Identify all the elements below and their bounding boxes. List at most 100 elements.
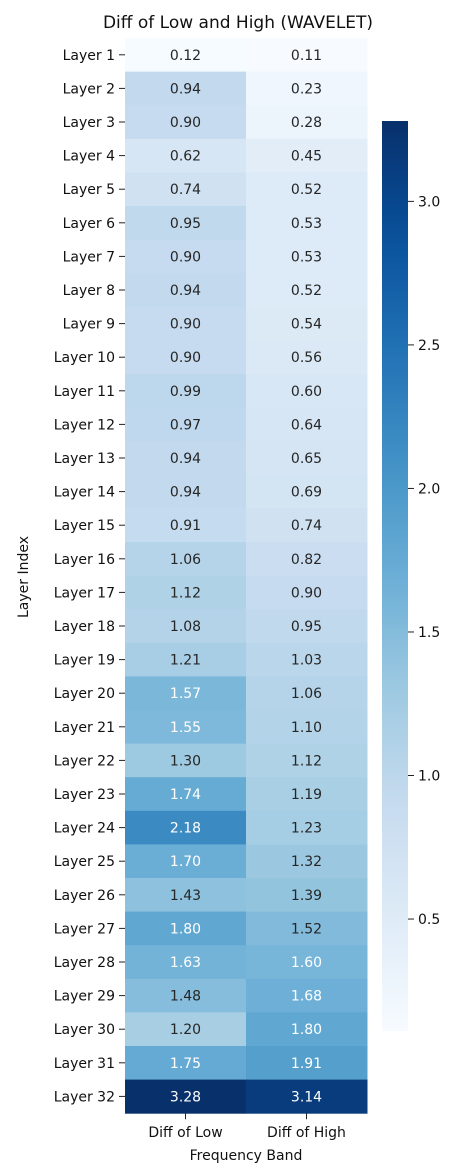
row-tick-label: Layer 17 bbox=[54, 585, 115, 601]
heatmap-cell bbox=[246, 306, 368, 341]
colorbar-tick-label: 1.5 bbox=[418, 625, 440, 641]
heatmap-cell bbox=[246, 609, 368, 644]
row-tick-label: Layer 10 bbox=[54, 350, 115, 366]
y-axis-label: Layer Index bbox=[16, 536, 32, 618]
heatmap-cell bbox=[125, 374, 247, 409]
row-tick-label: Layer 11 bbox=[54, 384, 115, 400]
cell-value-label: 0.62 bbox=[170, 149, 201, 165]
heatmap-cell bbox=[246, 1079, 368, 1114]
heatmap-cell bbox=[246, 1012, 368, 1047]
cell-value-label: 0.52 bbox=[291, 182, 322, 198]
heatmap-cell bbox=[125, 508, 247, 543]
row-tick-label: Layer 9 bbox=[63, 317, 115, 333]
cell-value-label: 0.11 bbox=[291, 48, 322, 64]
cell-value-label: 0.99 bbox=[170, 384, 201, 400]
cell-value-label: 1.52 bbox=[291, 921, 322, 937]
cell-value-label: 1.23 bbox=[291, 821, 322, 837]
x-axis-label: Frequency Band bbox=[190, 1148, 303, 1164]
heatmap-cell bbox=[125, 844, 247, 879]
heatmap-cell bbox=[246, 542, 368, 577]
heatmap-cell bbox=[125, 38, 247, 73]
cell-value-label: 0.82 bbox=[291, 552, 322, 568]
heatmap-cell bbox=[246, 642, 368, 677]
heatmap-cell bbox=[246, 206, 368, 241]
heatmap-cell bbox=[125, 878, 247, 913]
cell-value-label: 1.20 bbox=[170, 1022, 201, 1038]
row-tick-label: Layer 13 bbox=[54, 451, 115, 467]
cell-value-label: 0.90 bbox=[291, 585, 322, 601]
colorbar-ticks: 0.5 1.0 1.5 2.0 2.5 3.0 bbox=[408, 194, 440, 928]
row-tick-label: Layer 20 bbox=[54, 686, 115, 702]
heatmap-cell bbox=[125, 172, 247, 207]
row-tick-label: Layer 12 bbox=[54, 417, 115, 433]
cell-value-label: 1.32 bbox=[291, 854, 322, 870]
cell-value-label: 1.57 bbox=[170, 686, 201, 702]
row-tick-label: Layer 6 bbox=[63, 216, 115, 232]
colorbar-tick-label: 1.0 bbox=[418, 769, 440, 785]
heatmap-cell bbox=[246, 810, 368, 845]
row-tick-label: Layer 32 bbox=[54, 1089, 115, 1105]
cell-value-label: 1.10 bbox=[291, 720, 322, 736]
cell-value-label: 0.97 bbox=[170, 417, 201, 433]
heatmap-cell bbox=[125, 810, 247, 845]
row-tick-label: Layer 27 bbox=[54, 921, 115, 937]
cell-value-label: 1.08 bbox=[170, 619, 201, 635]
heatmap-cell bbox=[125, 306, 247, 341]
heatmap-cell bbox=[125, 441, 247, 476]
cell-value-label: 1.19 bbox=[291, 787, 322, 803]
row-tick-label: Layer 16 bbox=[54, 552, 115, 568]
row-tick-label: Layer 26 bbox=[54, 888, 115, 904]
cell-value-label: 0.45 bbox=[291, 149, 322, 165]
row-tick-label: Layer 1 bbox=[63, 48, 115, 64]
heatmap-cell bbox=[246, 172, 368, 207]
cell-value-label: 0.95 bbox=[170, 216, 201, 232]
heatmap-cell bbox=[125, 71, 247, 106]
colorbar-tick-label: 3.0 bbox=[418, 194, 440, 210]
heatmap-cell bbox=[125, 710, 247, 745]
cell-value-label: 0.94 bbox=[170, 81, 201, 97]
cell-value-label: 1.12 bbox=[291, 753, 322, 769]
row-tick-label: Layer 23 bbox=[54, 787, 115, 803]
cell-value-label: 0.90 bbox=[170, 115, 201, 131]
heatmap-cells: 0.12 0.11 0.94 0.23 0.90 0.28 0.62 0.45 0.74 0.52… bbox=[125, 38, 368, 1114]
heatmap-cell bbox=[246, 844, 368, 879]
cell-value-label: 1.55 bbox=[170, 720, 201, 736]
heatmap-cell bbox=[125, 1079, 247, 1114]
heatmap-cell bbox=[246, 676, 368, 711]
cell-value-label: 1.68 bbox=[291, 989, 322, 1005]
heatmap-cell bbox=[246, 407, 368, 442]
chart-title: Diff of Low and High (WAVELET) bbox=[103, 13, 373, 33]
heatmap-cell bbox=[125, 575, 247, 610]
heatmap-cell bbox=[246, 71, 368, 106]
heatmap-cell bbox=[125, 777, 247, 812]
heatmap-cell bbox=[125, 609, 247, 644]
cell-value-label: 0.53 bbox=[291, 216, 322, 232]
cell-value-label: 0.53 bbox=[291, 249, 322, 265]
heatmap-cell bbox=[125, 138, 247, 173]
colorbar-tick-label: 2.0 bbox=[418, 481, 440, 497]
heatmap-cell bbox=[125, 474, 247, 509]
cell-value-label: 0.52 bbox=[291, 283, 322, 299]
heatmap-cell bbox=[125, 911, 247, 946]
column-tick-label: Diff of Low bbox=[148, 1125, 222, 1141]
heatmap-cell bbox=[246, 575, 368, 610]
row-tick-label: Layer 22 bbox=[54, 753, 115, 769]
heatmap-cell bbox=[125, 676, 247, 711]
cell-value-label: 1.80 bbox=[291, 1022, 322, 1038]
cell-value-label: 3.14 bbox=[291, 1089, 322, 1105]
heatmap-cell bbox=[246, 710, 368, 745]
heatmap-cell bbox=[246, 105, 368, 140]
row-labels: Layer 1 Layer 2 Layer 3 Layer 4 Layer 5 Layer… bbox=[54, 48, 125, 1105]
heatmap-cell bbox=[246, 1046, 368, 1081]
heatmap-cell bbox=[125, 239, 247, 274]
cell-value-label: 1.06 bbox=[291, 686, 322, 702]
heatmap-cell bbox=[125, 642, 247, 677]
row-tick-label: Layer 24 bbox=[54, 821, 115, 837]
cell-value-label: 0.69 bbox=[291, 485, 322, 501]
cell-value-label: 2.18 bbox=[170, 821, 201, 837]
heatmap-cell bbox=[125, 1012, 247, 1047]
heatmap-cell bbox=[125, 206, 247, 241]
cell-value-label: 1.75 bbox=[170, 1056, 201, 1072]
cell-value-label: 0.94 bbox=[170, 283, 201, 299]
